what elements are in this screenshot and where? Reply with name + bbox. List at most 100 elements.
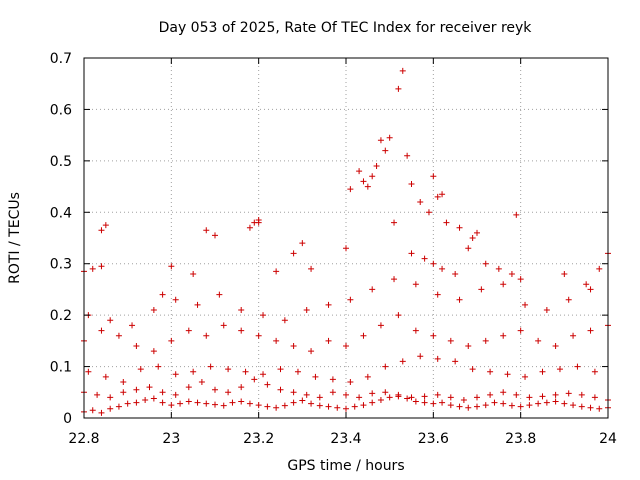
data-point xyxy=(89,265,96,272)
data-point xyxy=(404,152,411,159)
data-point xyxy=(194,301,201,308)
data-point xyxy=(578,403,585,410)
data-point xyxy=(474,229,480,236)
data-point xyxy=(439,399,446,406)
data-point xyxy=(238,327,245,334)
data-point xyxy=(474,394,480,401)
data-point xyxy=(465,404,472,411)
data-point xyxy=(395,312,402,319)
data-point xyxy=(203,332,210,339)
y-tick-label: 0.6 xyxy=(50,102,72,118)
data-point xyxy=(303,307,310,313)
data-point xyxy=(299,397,306,404)
data-point xyxy=(150,348,157,355)
data-point xyxy=(98,227,105,234)
data-point xyxy=(260,312,267,319)
data-point xyxy=(565,390,572,397)
data-point xyxy=(382,147,389,154)
data-point xyxy=(329,389,336,396)
points-layer xyxy=(81,67,611,416)
data-point xyxy=(334,404,341,411)
data-point xyxy=(552,343,559,349)
data-point xyxy=(522,301,529,308)
data-point xyxy=(347,186,354,193)
data-point xyxy=(500,389,507,396)
data-point xyxy=(583,281,590,288)
x-axis-label: GPS time / hours xyxy=(287,458,404,474)
data-point xyxy=(587,327,594,334)
data-point xyxy=(212,232,218,239)
ticks-layer: 22.8 23 23.2 23.4 23.6 23.8 24 0 0.1 0.2 0.3 0.4 0.5… xyxy=(50,51,617,447)
data-point xyxy=(500,332,507,339)
data-point xyxy=(172,296,179,303)
data-point xyxy=(408,394,415,401)
data-point xyxy=(434,391,441,398)
data-point xyxy=(578,391,585,398)
data-point xyxy=(517,327,524,334)
data-point xyxy=(460,397,467,403)
data-point xyxy=(216,291,223,298)
data-point xyxy=(434,291,441,298)
data-point xyxy=(98,263,105,270)
data-point xyxy=(447,402,454,409)
data-point xyxy=(430,400,437,407)
data-point xyxy=(242,368,249,375)
data-point xyxy=(107,405,114,412)
data-point xyxy=(351,403,358,410)
data-point xyxy=(347,296,354,303)
data-point xyxy=(439,265,446,272)
data-point xyxy=(194,399,201,406)
data-point xyxy=(107,317,114,324)
data-point xyxy=(142,397,149,403)
data-point xyxy=(185,327,192,334)
data-point xyxy=(491,399,498,406)
y-tick-label: 0 xyxy=(63,411,72,427)
data-point xyxy=(264,403,271,410)
x-tick-label: 23.8 xyxy=(505,431,536,447)
data-point xyxy=(238,398,245,405)
data-point xyxy=(412,327,419,334)
data-point xyxy=(561,400,568,407)
data-point xyxy=(591,368,598,375)
data-point xyxy=(421,399,428,406)
data-point xyxy=(277,386,284,393)
y-tick-label: 0.4 xyxy=(50,205,72,221)
data-point xyxy=(343,391,349,398)
data-point xyxy=(596,265,603,272)
data-point xyxy=(251,376,258,383)
data-point xyxy=(369,173,376,180)
data-point xyxy=(185,384,192,391)
data-point xyxy=(85,368,92,375)
data-point xyxy=(425,209,432,216)
y-tick-label: 0.5 xyxy=(50,154,72,170)
data-point xyxy=(487,368,494,375)
data-point xyxy=(308,348,315,355)
data-point xyxy=(500,281,507,288)
series-band-0.1 xyxy=(85,353,598,385)
data-point xyxy=(430,260,437,267)
series-band-0.3 xyxy=(81,219,611,298)
data-point xyxy=(408,181,415,187)
data-point xyxy=(369,390,376,397)
data-point xyxy=(172,391,179,398)
data-point xyxy=(587,286,594,293)
data-point xyxy=(120,389,127,396)
data-point xyxy=(552,391,559,398)
data-point xyxy=(434,193,441,200)
data-point xyxy=(98,327,105,334)
data-point xyxy=(273,268,280,275)
data-point xyxy=(281,402,288,409)
data-point xyxy=(246,400,253,407)
data-point xyxy=(172,371,179,378)
data-point xyxy=(587,404,594,411)
data-point xyxy=(281,317,288,324)
data-point xyxy=(478,286,485,293)
data-point xyxy=(508,271,515,277)
data-point xyxy=(238,384,245,391)
data-point xyxy=(360,178,367,185)
data-point xyxy=(465,343,472,349)
data-point xyxy=(168,337,175,344)
data-point xyxy=(596,405,603,412)
y-axis-label: ROTI / TECUs xyxy=(7,192,23,284)
